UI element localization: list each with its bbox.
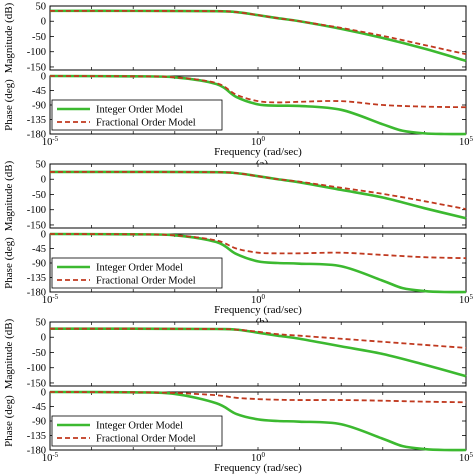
y-tick-label: 50: [36, 318, 47, 329]
legend-entry: Integer Order Model: [96, 263, 183, 274]
y-tick-label: 0: [41, 388, 46, 399]
x-axis-label: Frequency (rad/sec): [214, 146, 302, 158]
x-tick-label: 105: [459, 451, 474, 464]
y-tick-label: -135: [27, 431, 46, 442]
y-tick-label: -180: [27, 288, 46, 299]
y-tick-label: -50: [32, 348, 46, 359]
magnitude-axes-frame: [49, 163, 467, 229]
fractional-order-phase-line: [49, 233, 467, 260]
y-tick-label: 0: [41, 72, 46, 83]
legend-entry: Fractional Order Model: [96, 276, 196, 287]
y-tick-label: -150: [27, 220, 46, 231]
legend-entry: Integer Order Model: [96, 421, 183, 432]
legend: Integer Order Model Fractional Order Mode…: [51, 257, 223, 289]
magnitude-subplot: 50 0 -50 -100 -150 Magnitude (dB): [3, 2, 467, 73]
x-axis-label: Frequency (rad/sec): [214, 304, 302, 316]
phase-subplot: 0 -45 -90 -135 -180 Phase (deg) Integer Order …: [3, 72, 467, 141]
phase-axis-label: Phase (deg): [3, 395, 15, 447]
y-tick-label: 0: [41, 175, 46, 186]
fractional-order-phase-line: [49, 75, 467, 109]
y-tick-label: -135: [27, 115, 46, 126]
y-tick-label: -90: [32, 101, 46, 112]
y-tick-label: -50: [32, 190, 46, 201]
y-tick-label: -45: [32, 244, 46, 255]
legend-entry: Fractional Order Model: [96, 118, 196, 129]
magnitude-subplot: 50 0 -50 -100 -150 Magnitude (dB): [3, 160, 467, 231]
y-tick-label: -135: [27, 273, 46, 284]
y-tick-label: -45: [32, 402, 46, 413]
y-tick-label: -180: [27, 130, 46, 141]
legend: Integer Order Model Fractional Order Mode…: [51, 415, 223, 447]
x-tick-label: 105: [459, 293, 474, 306]
y-tick-label: -50: [32, 32, 46, 43]
phase-axis-label: Phase (deg): [3, 237, 15, 289]
y-tick-label: -100: [27, 363, 46, 374]
fractional-order-magnitude-line: [49, 170, 467, 210]
y-tick-label: -100: [27, 47, 46, 58]
x-tick-label: 105: [459, 135, 474, 148]
legend-box: [51, 257, 223, 289]
y-tick-label: 0: [41, 230, 46, 241]
phase-subplot: 0 -45 -90 -135 -180 Phase (deg) Integer Order …: [3, 230, 467, 299]
x-tick-label: 100: [251, 135, 266, 148]
y-tick-label: -180: [27, 446, 46, 457]
magnitude-axis-label: Magnitude (dB): [3, 2, 15, 73]
fractional-order-phase-line: [49, 391, 467, 404]
x-axis-label: Frequency (rad/sec): [214, 462, 302, 474]
legend-entry: Fractional Order Model: [96, 434, 196, 445]
y-tick-label: -45: [32, 86, 46, 97]
y-tick-label: 0: [41, 333, 46, 344]
y-tick-label: -90: [32, 417, 46, 428]
phase-axis-label: Phase (deg): [3, 79, 15, 131]
magnitude-axis-label: Magnitude (dB): [3, 160, 15, 231]
x-tick-label: 10-5: [42, 135, 59, 148]
y-tick-label: 50: [36, 160, 47, 171]
y-tick-label: -150: [27, 62, 46, 73]
phase-subplot: 0 -45 -90 -135 -180 Phase (deg) Integer Order …: [3, 388, 467, 457]
integer-order-phase-line: [49, 390, 467, 452]
magnitude-subplot: 50 0 -50 -100 -150 Magnitude (dB): [3, 318, 467, 389]
bode-panel-2: 50 0 -50 -100 -150 Magnitude (dB) 0 -45 -90 -135 -…: [3, 160, 474, 329]
y-tick-label: -150: [27, 378, 46, 389]
x-tick-label: 100: [251, 451, 266, 464]
y-tick-label: 50: [36, 2, 47, 13]
x-tick-label: 100: [251, 293, 266, 306]
magnitude-axis-label: Magnitude (dB): [3, 318, 15, 389]
y-tick-label: -100: [27, 205, 46, 216]
legend-box: [51, 415, 223, 447]
y-tick-label: -90: [32, 259, 46, 270]
legend: Integer Order Model Fractional Order Mode…: [51, 99, 223, 131]
y-tick-label: 0: [41, 17, 46, 28]
x-tick-label: 10-5: [42, 293, 59, 306]
legend-box: [51, 99, 223, 131]
x-tick-label: 10-5: [42, 451, 59, 464]
legend-entry: Integer Order Model: [96, 105, 183, 116]
bode-panel-3: 50 0 -50 -100 -150 Magnitude (dB) 0 -45 -90 -135 -…: [3, 318, 474, 474]
fractional-order-magnitude-line: [49, 327, 467, 349]
bode-panel-1: 50 0 -50 -100 -150 Magnitude (dB) 0 -45 -90 -135 -…: [3, 2, 474, 171]
fractional-order-magnitude-line: [49, 9, 467, 56]
